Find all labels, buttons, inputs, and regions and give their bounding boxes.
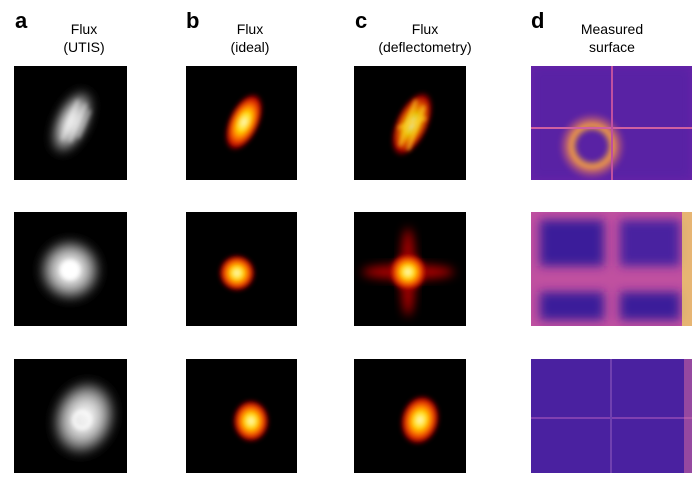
- image-utis: [14, 212, 127, 326]
- image-ideal: [186, 359, 297, 473]
- column-title: (deflectometry): [378, 39, 471, 55]
- panel-label: a: [15, 8, 28, 33]
- image-deflectometry: [354, 66, 466, 180]
- image-surface: [531, 359, 692, 473]
- column-title: Flux: [71, 21, 97, 37]
- image-deflectometry: [354, 212, 466, 326]
- image-utis: [14, 66, 127, 180]
- column-title: Flux: [412, 21, 438, 37]
- image-surface: [531, 212, 692, 326]
- panel-label: b: [186, 8, 199, 33]
- column-title: surface: [589, 39, 635, 55]
- column-title: Flux: [237, 21, 263, 37]
- column-title: (UTIS): [63, 39, 104, 55]
- image-ideal: [186, 212, 297, 326]
- image-deflectometry: [354, 359, 466, 473]
- image-utis: [14, 359, 130, 473]
- column-titles: Flux (UTIS) Flux (ideal) Flux (deflectom…: [63, 21, 643, 55]
- figure: a b c d Flux (UTIS) Flux (ideal) Flux (d…: [0, 0, 695, 488]
- page: a b c d Flux (UTIS) Flux (ideal) Flux (d…: [0, 0, 695, 488]
- panel-label: c: [355, 8, 367, 33]
- panel-label: d: [531, 8, 544, 33]
- column-title: Measured: [581, 21, 643, 37]
- image-ideal: [186, 66, 297, 180]
- column-title: (ideal): [231, 39, 270, 55]
- image-surface: [531, 66, 692, 180]
